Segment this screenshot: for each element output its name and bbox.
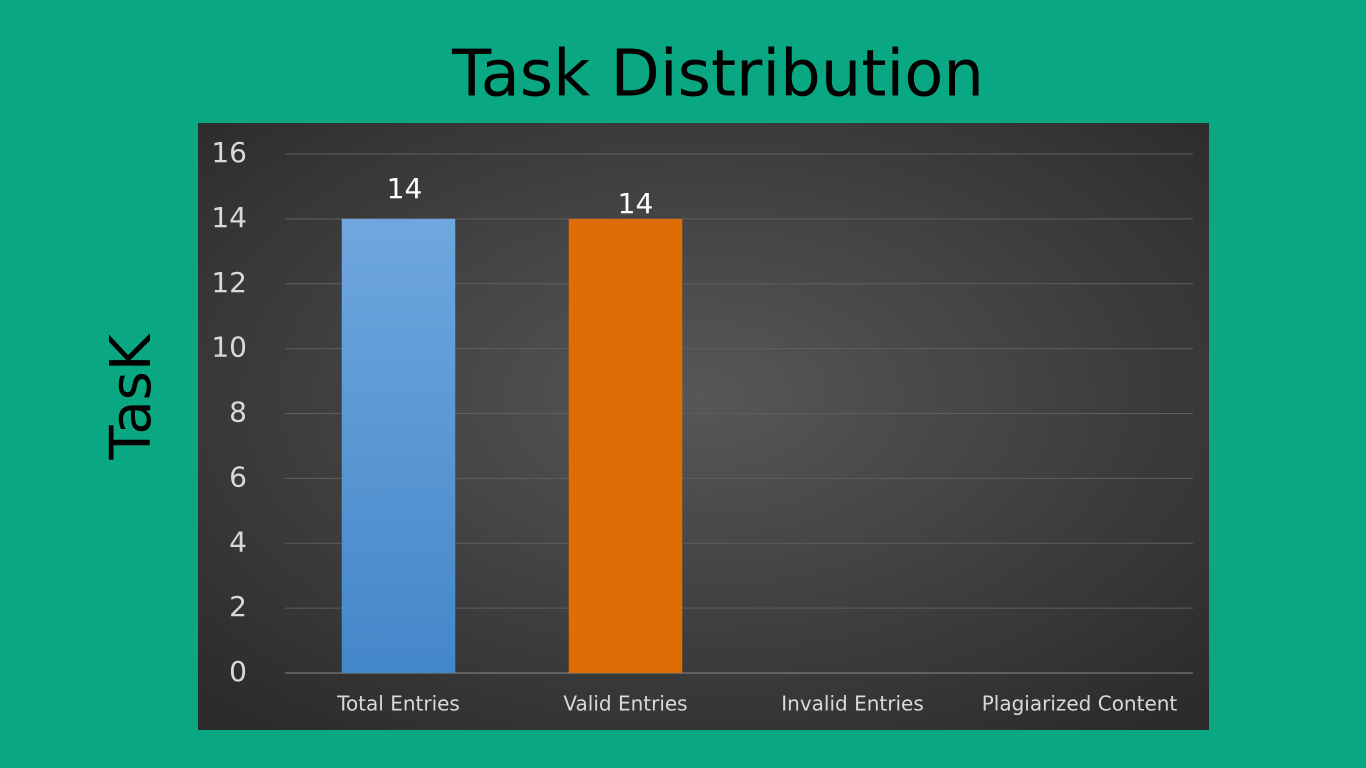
data-label: 14 — [618, 187, 654, 220]
y-axis-label: TasK — [99, 333, 164, 460]
y-tick-label: 12 — [211, 266, 247, 299]
y-tick-label: 16 — [211, 136, 247, 169]
y-tick-label: 0 — [229, 655, 247, 688]
bar — [341, 218, 456, 673]
y-tick-label: 6 — [229, 460, 247, 493]
y-tick-label: 14 — [211, 201, 247, 234]
bar — [568, 218, 683, 673]
x-tick-label: Plagiarized Content — [982, 692, 1178, 716]
data-label: 14 — [387, 172, 423, 205]
y-tick-label: 2 — [229, 590, 247, 623]
y-tick-label: 10 — [211, 331, 247, 364]
y-tick-label: 4 — [229, 525, 247, 558]
x-tick-label: Valid Entries — [563, 692, 687, 716]
y-tick-label: 8 — [229, 396, 247, 429]
x-tick-label: Total Entries — [336, 692, 460, 716]
x-tick-label: Invalid Entries — [781, 692, 924, 716]
chart-title: Task Distribution — [451, 38, 984, 112]
